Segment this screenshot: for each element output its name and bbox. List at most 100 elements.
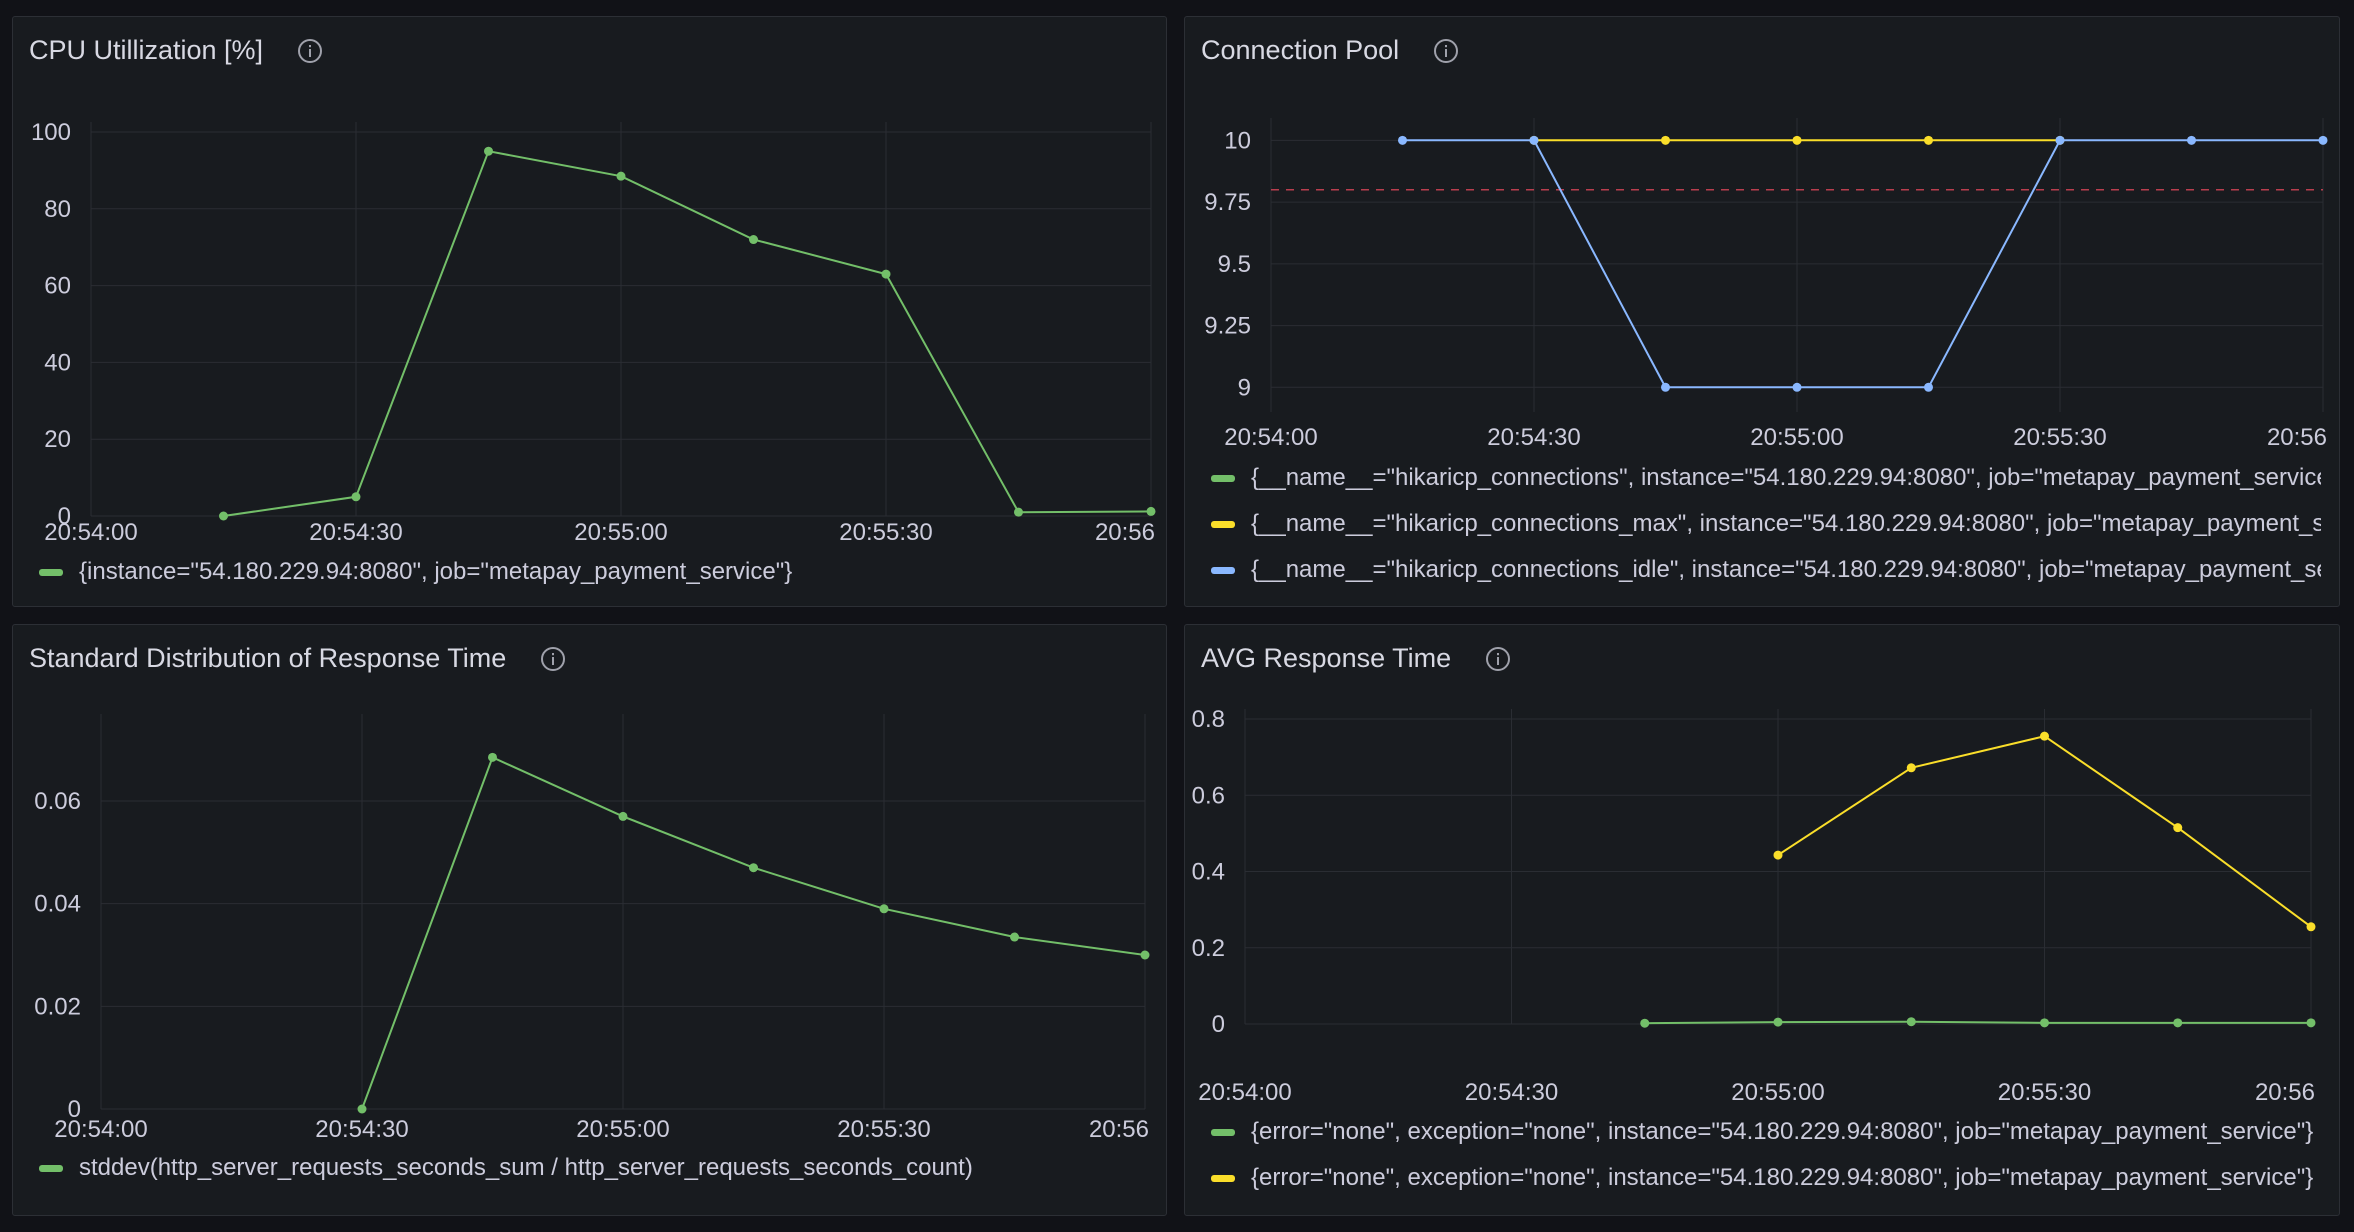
y-tick-label: 0.02 (34, 993, 81, 1020)
x-tick-label: 20:56 (2267, 424, 2327, 451)
y-tick-label: 0 (58, 503, 71, 530)
legend-swatch (1211, 1128, 1235, 1136)
data-point (1010, 932, 1019, 942)
x-tick-label: 20:56 (1089, 1116, 1149, 1143)
legend-swatch (39, 1164, 63, 1172)
data-point (2187, 135, 2196, 145)
legend-label: {__name__="hikaricp_connections", instan… (1251, 464, 2321, 491)
y-tick-label: 100 (31, 119, 71, 146)
panel-cpu-utilization: CPU Utillization [%] 0 20 40 60 80 100 20:54:0… (12, 16, 1167, 607)
panel-title: Standard Distribution of Response Time (29, 643, 566, 674)
data-point (1906, 1017, 1916, 1027)
data-point (1906, 763, 1916, 773)
series-line (361, 756, 1146, 1110)
chart-plot: 0 0.02 0.04 0.06 20:54:00 20:54:30 20:55:00 20:… (34, 714, 1150, 1143)
legend: stddev(http_server_requests_seconds_sum … (39, 1145, 1148, 1191)
data-point (2318, 135, 2328, 145)
data-point (2306, 922, 2316, 932)
legend-swatch (1211, 566, 1235, 574)
legend-item[interactable]: {__name__="hikaricp_connections_max", in… (1211, 501, 2321, 547)
data-point (1640, 1018, 1650, 1028)
data-point (351, 492, 361, 502)
data-point (1661, 382, 1670, 392)
data-point (1146, 506, 1156, 516)
legend-item[interactable]: {__name__="hikaricp_connections_idle", i… (1211, 547, 2321, 593)
x-tick-label: 20:56 (1095, 519, 1155, 546)
x-tick-label: 20:54:30 (315, 1116, 408, 1143)
legend-label: {instance="54.180.229.94:8080", job="met… (79, 558, 793, 585)
x-tick-label: 20:55:30 (837, 1116, 930, 1143)
data-point (484, 146, 493, 156)
data-point (1398, 135, 1407, 145)
data-point (1529, 135, 1539, 145)
legend: {error="none", exception="none", instanc… (1211, 1109, 2321, 1201)
chart-plot: 0 0.2 0.4 0.6 0.8 20:54:00 20:54:30 20:55:00 20:… (1192, 706, 2316, 1106)
x-tick-label: 20:55:00 (1731, 1079, 1824, 1106)
panel-title-text: Standard Distribution of Response Time (29, 643, 507, 673)
legend: {__name__="hikaricp_connections", instan… (1211, 455, 2321, 593)
panel-avg-response-time: AVG Response Time 0 0.2 0.4 0.6 0.8 20:54:00 2… (1184, 624, 2340, 1216)
legend-item[interactable]: {instance="54.180.229.94:8080", job="met… (39, 549, 1148, 595)
chart-plot: 0 20 40 60 80 100 20:54:00 20:54:30 20:55:00 20:5… (31, 119, 1156, 546)
info-icon[interactable] (540, 646, 566, 672)
legend-swatch (1211, 520, 1235, 528)
data-point (2040, 731, 2049, 741)
data-point (1773, 850, 1783, 860)
data-point (1924, 382, 1933, 392)
x-tick-label: 20:55:30 (1998, 1079, 2091, 1106)
x-tick-label: 20:56 (2255, 1079, 2315, 1106)
y-tick-label: 0.6 (1192, 782, 1225, 809)
y-tick-label: 60 (44, 273, 71, 300)
series-line (1644, 1020, 2311, 1025)
data-point (2173, 1018, 2183, 1028)
data-point (1792, 135, 1802, 145)
data-point (2040, 1018, 2049, 1028)
data-point (488, 752, 497, 762)
panel-title: CPU Utillization [%] (29, 35, 323, 66)
y-tick-label: 10 (1224, 127, 1251, 154)
x-tick-label: 20:54:00 (54, 1116, 147, 1143)
y-tick-label: 20 (44, 426, 71, 453)
y-tick-label: 0.2 (1192, 935, 1225, 962)
info-icon[interactable] (1485, 646, 1511, 672)
panel-response-time-stddev: Standard Distribution of Response Time 0… (12, 624, 1167, 1216)
y-tick-label: 0.04 (34, 891, 81, 918)
legend-item[interactable]: {error="none", exception="none", instanc… (1211, 1155, 2321, 1201)
panel-connection-pool: Connection Pool 9 9.25 9.5 9.75 10 20:54:00 20… (1184, 16, 2340, 607)
legend-item[interactable]: {error="none", exception="none", instanc… (1211, 1109, 2321, 1155)
x-tick-label: 20:55:00 (1750, 424, 1843, 451)
legend: {instance="54.180.229.94:8080", job="met… (39, 549, 1148, 595)
info-icon[interactable] (1433, 38, 1459, 64)
y-tick-label: 9.75 (1204, 189, 1251, 216)
y-tick-label: 0.4 (1192, 859, 1225, 886)
data-point (2173, 823, 2183, 833)
legend-label: {__name__="hikaricp_connections_max", in… (1251, 510, 2321, 537)
panel-title-text: CPU Utillization [%] (29, 35, 264, 65)
info-icon[interactable] (297, 38, 323, 64)
legend-item[interactable]: stddev(http_server_requests_seconds_sum … (39, 1145, 1148, 1191)
legend-item[interactable]: {__name__="hikaricp_connections", instan… (1211, 455, 2321, 501)
x-tick-label: 20:55:00 (574, 519, 667, 546)
data-point (881, 269, 891, 279)
y-tick-label: 40 (44, 349, 71, 376)
panel-title: AVG Response Time (1201, 643, 1511, 674)
data-point (618, 811, 628, 821)
legend-label: {__name__="hikaricp_connections_idle", i… (1251, 556, 2321, 583)
legend-swatch (39, 568, 63, 576)
data-point (1792, 382, 1802, 392)
legend-label: stddev(http_server_requests_seconds_sum … (79, 1154, 973, 1181)
x-tick-label: 20:55:00 (576, 1116, 669, 1143)
data-point (1924, 135, 1933, 145)
data-point (1661, 135, 1670, 145)
data-point (2055, 135, 2065, 145)
legend-swatch (1211, 1174, 1235, 1182)
data-point (879, 904, 889, 914)
data-point (1773, 1017, 1783, 1027)
panel-title-text: AVG Response Time (1201, 643, 1452, 673)
legend-swatch (1211, 474, 1235, 482)
y-tick-label: 0 (68, 1096, 81, 1123)
data-point (2306, 1018, 2316, 1028)
panel-title-text: Connection Pool (1201, 35, 1400, 65)
y-tick-label: 80 (44, 196, 71, 223)
y-tick-label: 0.06 (34, 788, 81, 815)
